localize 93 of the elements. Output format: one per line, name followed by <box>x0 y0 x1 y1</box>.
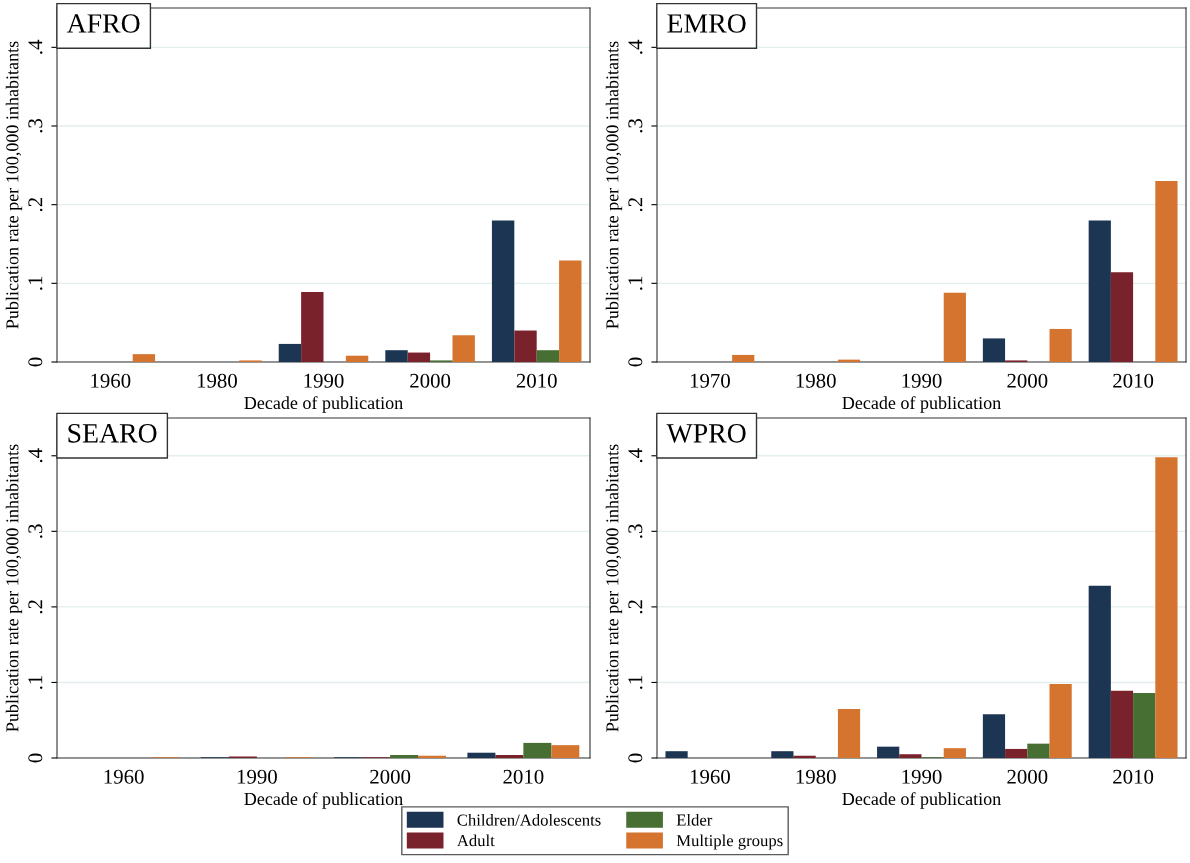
y-tick-label: .2 <box>628 600 643 614</box>
bar <box>385 350 408 362</box>
y-tick-label: .2 <box>28 198 43 212</box>
x-axis-title: Decade of publication <box>244 792 403 809</box>
bar <box>495 754 524 758</box>
bar <box>559 260 582 362</box>
chart-title: EMRO <box>667 14 746 33</box>
bar <box>1088 220 1111 362</box>
x-tick-label: 2010 <box>503 769 544 784</box>
y-axis-title: Publication rate per 100,000 inhabitants <box>605 41 623 329</box>
x-tick-label: 2000 <box>1007 373 1048 388</box>
chart-title: AFRO <box>66 14 140 33</box>
x-axis-title: Decade of publication <box>842 792 1001 809</box>
legend-label: Elder <box>676 813 713 826</box>
x-tick-label: 1990 <box>902 373 942 388</box>
y-tick-label: .4 <box>628 448 643 463</box>
bar <box>1133 693 1156 758</box>
bar <box>452 335 475 362</box>
x-tick-label: 1960 <box>91 373 131 388</box>
bar <box>1049 328 1072 362</box>
y-tick-label: .4 <box>628 39 643 54</box>
bar <box>732 354 755 362</box>
legend-label: Adult <box>456 834 495 847</box>
y-tick-label: .1 <box>628 675 643 689</box>
bar <box>1049 683 1072 758</box>
bar <box>877 746 900 758</box>
bar <box>523 742 552 758</box>
y-tick-label: .3 <box>28 524 43 538</box>
bar <box>1088 585 1111 758</box>
x-tick-label: 2000 <box>1007 769 1048 784</box>
bar <box>514 330 537 362</box>
y-tick-label: .1 <box>628 276 643 290</box>
y-tick-label: .2 <box>628 198 643 212</box>
bar <box>278 343 302 362</box>
legend-label: Children/Adolescents <box>457 813 601 826</box>
x-tick-label: 2000 <box>370 769 411 784</box>
bar <box>551 745 580 758</box>
bar <box>132 354 156 362</box>
y-tick-label: .2 <box>28 600 43 614</box>
x-tick-label: 2000 <box>410 373 451 388</box>
bar <box>793 755 816 758</box>
bar <box>1155 457 1178 758</box>
y-axis-title: Publication rate per 100,000 inhabitants <box>5 41 23 329</box>
y-axis-title: Publication rate per 100,000 inhabitants <box>605 444 623 732</box>
x-tick-label: 1980 <box>796 769 836 784</box>
bar <box>771 751 794 758</box>
x-tick-label: 1980 <box>796 373 836 388</box>
y-tick-label: .3 <box>628 119 643 133</box>
bar <box>899 754 922 758</box>
x-axis-title: Decade of publication <box>244 396 403 413</box>
x-tick-label: 1990 <box>304 373 344 388</box>
chart-title: WPRO <box>666 423 746 443</box>
x-tick-label: 1960 <box>690 769 730 784</box>
bar <box>837 708 861 758</box>
x-axis-title: Decade of publication <box>842 396 1001 413</box>
y-tick-label: 0 <box>28 357 43 367</box>
y-tick-label: 0 <box>628 357 643 367</box>
bar <box>345 355 369 362</box>
bar <box>982 338 1006 362</box>
x-tick-label: 1990 <box>237 769 277 784</box>
bar <box>390 754 419 758</box>
bar <box>1110 272 1134 362</box>
bar <box>943 292 966 362</box>
bar <box>1027 743 1050 758</box>
bar <box>301 291 324 362</box>
y-tick-label: .4 <box>28 39 43 54</box>
y-tick-label: .1 <box>28 675 43 689</box>
chart-title: SEARO <box>68 423 157 443</box>
y-tick-label: .1 <box>28 276 43 290</box>
bar <box>1155 181 1178 362</box>
x-tick-label: 1990 <box>902 769 942 784</box>
bar <box>407 352 431 362</box>
bar <box>982 714 1006 758</box>
bar <box>943 748 966 758</box>
y-axis-title: Publication rate per 100,000 inhabitants <box>5 444 23 732</box>
x-tick-label: 2010 <box>516 373 557 388</box>
x-tick-label: 1980 <box>197 373 237 388</box>
x-tick-label: 1960 <box>104 769 144 784</box>
bar <box>536 350 560 362</box>
x-tick-label: 1970 <box>690 373 730 388</box>
bar <box>665 751 688 758</box>
y-tick-label: 0 <box>628 753 643 763</box>
y-tick-label: .3 <box>28 119 43 133</box>
y-tick-label: 0 <box>28 753 43 763</box>
bar <box>467 752 496 758</box>
y-tick-label: .4 <box>28 448 43 463</box>
legend-label: Multiple groups <box>676 834 783 850</box>
bar <box>1110 690 1134 758</box>
bar <box>491 220 515 362</box>
y-tick-label: .3 <box>628 524 643 538</box>
x-tick-label: 2010 <box>1113 373 1154 388</box>
bar <box>1005 748 1028 758</box>
x-tick-label: 2010 <box>1113 769 1154 784</box>
